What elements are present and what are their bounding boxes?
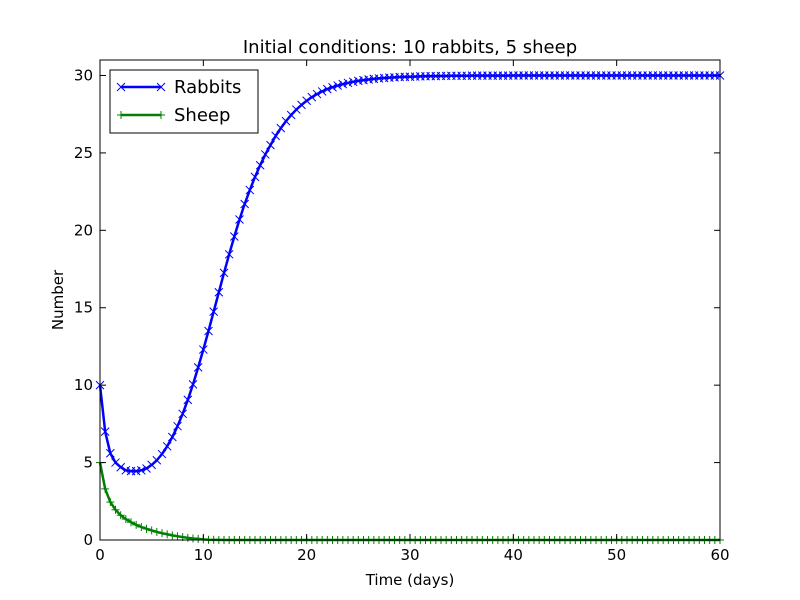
legend-entry-rabbits: Rabbits (116, 77, 241, 98)
data-point-marker (229, 232, 239, 241)
y-tick-label: 25 (74, 144, 93, 162)
data-point-marker (276, 123, 286, 133)
legend-marker-end (157, 111, 165, 119)
data-point-marker (157, 449, 167, 459)
x-tick-label: 0 (95, 546, 105, 564)
data-point-marker (101, 484, 110, 493)
x-tick-label: 30 (400, 546, 419, 564)
data-point-marker (167, 432, 177, 442)
data-point-marker (152, 527, 161, 536)
data-point-marker (260, 150, 270, 159)
data-point-marker (209, 307, 219, 316)
x-tick-label: 60 (710, 546, 729, 564)
data-point-marker (132, 520, 141, 529)
data-point-marker (302, 96, 312, 106)
data-point-marker (162, 441, 172, 451)
data-point-marker (219, 268, 229, 278)
data-point-marker (100, 427, 110, 436)
data-point-marker (266, 140, 275, 150)
data-point-marker (245, 185, 255, 195)
data-point-marker (204, 326, 213, 336)
legend-box (109, 69, 259, 134)
data-point-marker (142, 464, 151, 473)
x-axis: 0 10 20 30 40 50 60 (95, 60, 730, 564)
data-point-marker (307, 92, 317, 102)
data-point-marker (136, 465, 146, 475)
data-point-marker (240, 199, 250, 209)
data-point-marker (111, 505, 120, 514)
y-tick-label: 15 (74, 299, 93, 317)
data-point-marker (168, 531, 177, 540)
legend-label: Sheep (174, 105, 230, 126)
data-point-marker (137, 522, 146, 531)
x-tick-label: 50 (607, 546, 626, 564)
data-point-marker (163, 530, 172, 539)
data-point-marker (338, 79, 348, 89)
chart-title: Initial conditions: 10 rabbits, 5 sheep (243, 37, 577, 58)
x-tick-label: 10 (194, 546, 213, 564)
plot-area (95, 59, 725, 544)
legend-marker-start (116, 82, 126, 92)
legend-label: Rabbits (174, 77, 241, 98)
legend: Rabbits Sheep (109, 69, 259, 134)
data-point-marker (142, 524, 151, 533)
data-point-marker (235, 215, 244, 224)
data-point-marker (312, 89, 322, 99)
data-point-marker (106, 498, 115, 507)
data-point-marker (271, 131, 281, 141)
y-tick-label: 30 (74, 66, 93, 84)
series-rabbits (95, 71, 725, 476)
data-point-marker (343, 78, 353, 88)
x-axis-label: Time (days) (365, 571, 455, 589)
plot-background (100, 60, 720, 540)
legend-entry-sheep: Sheep (117, 105, 230, 126)
y-axis: 0 5 10 15 20 25 30 (74, 66, 720, 549)
data-point-marker (317, 87, 327, 96)
legend-marker-start (117, 111, 125, 119)
y-tick-label: 0 (83, 531, 93, 549)
y-tick-label: 10 (74, 376, 93, 394)
data-point-marker (214, 287, 224, 297)
data-point-marker (116, 462, 126, 472)
data-point-marker (193, 363, 203, 372)
data-point-marker (224, 249, 234, 259)
data-point-marker (281, 116, 291, 126)
data-point-marker (255, 160, 265, 170)
y-axis-label: Number (49, 269, 67, 330)
data-point-marker (250, 172, 260, 182)
data-point-marker (147, 526, 156, 535)
data-point-marker (173, 421, 182, 431)
data-point-marker (152, 455, 162, 465)
legend-marker-end (156, 82, 166, 92)
data-point-marker (322, 84, 332, 94)
y-tick-label: 5 (83, 454, 93, 472)
data-point-marker (158, 529, 166, 538)
data-point-marker (173, 532, 182, 541)
data-point-marker (333, 81, 343, 90)
data-point-marker (183, 395, 193, 405)
x-tick-label: 20 (297, 546, 316, 564)
data-point-marker (121, 515, 130, 524)
x-tick-label: 40 (504, 546, 523, 564)
data-point-marker (116, 511, 125, 520)
data-point-marker (297, 100, 306, 110)
data-point-marker (198, 345, 208, 354)
data-point-marker (178, 409, 188, 419)
y-tick-label: 20 (74, 221, 93, 239)
data-point-marker (328, 82, 337, 92)
data-point-marker (127, 518, 135, 527)
data-point-marker (188, 380, 198, 389)
data-point-marker (348, 77, 358, 87)
data-point-marker (105, 448, 115, 458)
